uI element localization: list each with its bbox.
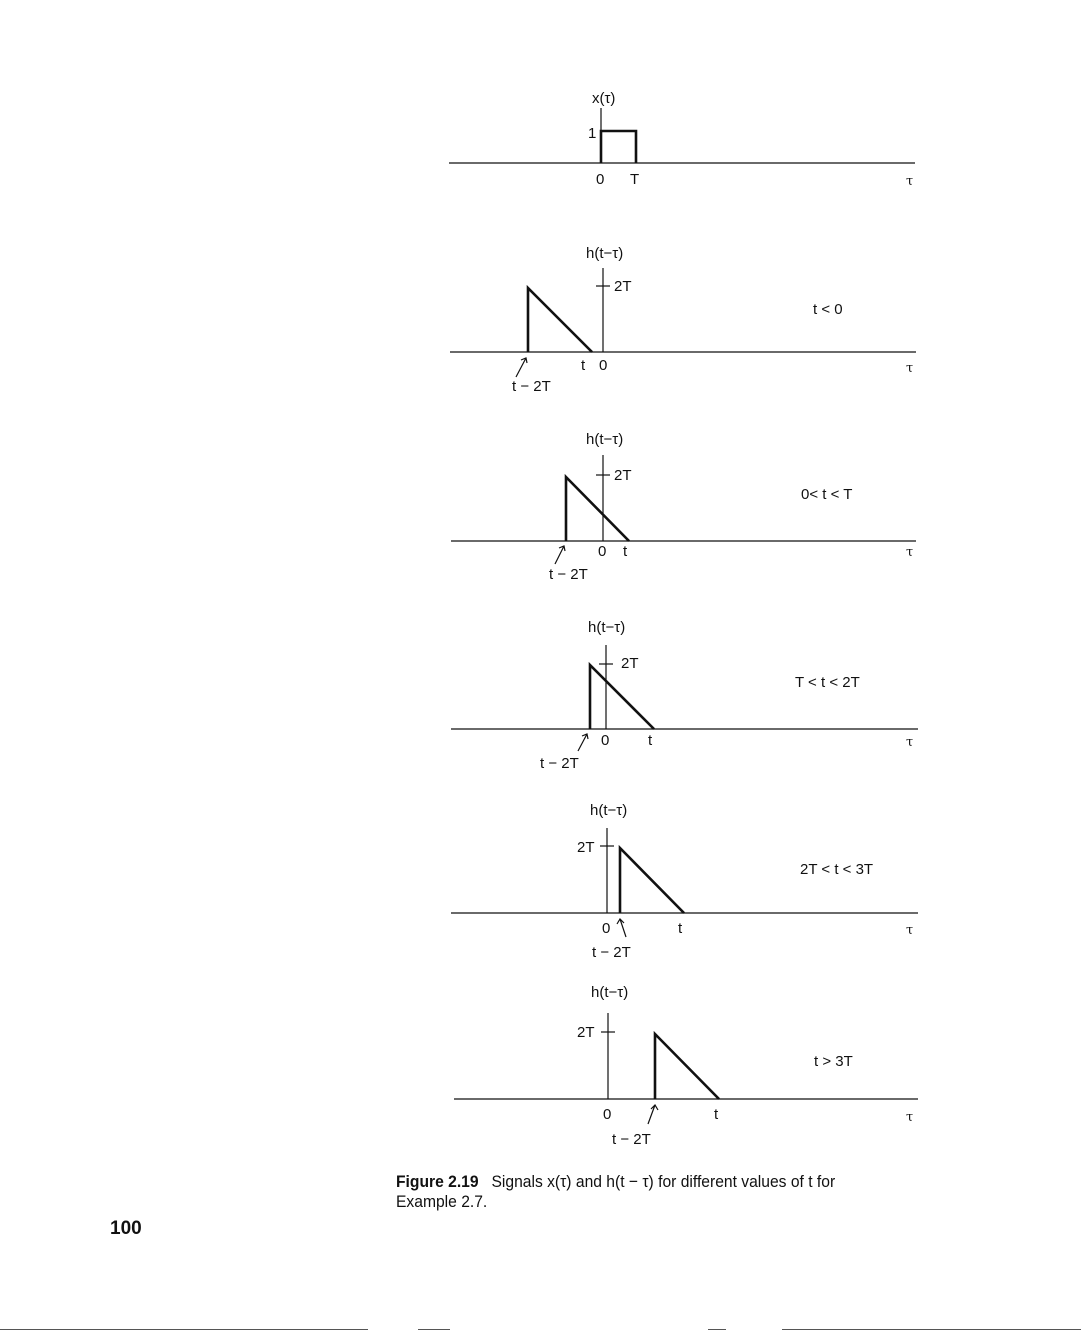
zero-label: 0 (601, 732, 609, 749)
panel-x-tau: x(τ) 1 0 T τ (449, 90, 915, 189)
t-label: t (648, 732, 653, 749)
ylabel: h(t−τ) (586, 431, 623, 448)
triangle-signal (653, 1030, 720, 1100)
triangle-signal (564, 473, 630, 542)
panel-2T-lt-t-lt-3T: h(t−τ) 2T 0 t t − 2T 2T < t < 3T τ (451, 802, 918, 961)
condition-label: T < t < 2T (795, 674, 860, 691)
zero-label: 0 (599, 357, 607, 374)
scan-edge-line (782, 1329, 1081, 1330)
t-label: t (581, 357, 586, 374)
tau-label: τ (906, 361, 913, 376)
arrow (554, 545, 566, 565)
ylabel: h(t−τ) (591, 984, 628, 1001)
2T-label: 2T (614, 467, 632, 484)
ylabel: h(t−τ) (586, 245, 623, 262)
t-minus-2T-label: t − 2T (549, 566, 588, 583)
2T-label: 2T (621, 655, 639, 672)
tau-label: τ (906, 545, 913, 560)
triangle-signal (588, 661, 655, 730)
t-minus-2T-label: t − 2T (512, 378, 551, 395)
tau-label: τ (906, 174, 913, 189)
ylabel: h(t−τ) (588, 619, 625, 636)
panel-0-lt-t-lt-T: h(t−τ) 2T 0 t t − 2T 0< t < T τ (451, 431, 916, 583)
scan-edge-line (708, 1329, 726, 1330)
2T-label: 2T (614, 278, 632, 295)
arrow (577, 733, 589, 752)
tau-label: τ (906, 923, 913, 938)
2T-label: 2T (577, 1024, 595, 1041)
tau-label: τ (906, 1110, 913, 1125)
figure-label: Figure 2.19 (396, 1172, 479, 1191)
arrow (515, 357, 528, 378)
t-minus-2T-label: t − 2T (540, 755, 579, 772)
condition-label: t > 3T (814, 1053, 853, 1070)
condition-label: t < 0 (813, 301, 843, 318)
caption-text: Signals x(τ) and h(t − τ) for different … (396, 1172, 836, 1211)
figure-caption: Figure 2.19 Signals x(τ) and h(t − τ) for… (396, 1172, 874, 1212)
zero-label: 0 (596, 171, 604, 188)
t-label: t (714, 1106, 719, 1123)
ylabel: x(τ) (592, 90, 615, 107)
one-label: 1 (588, 125, 596, 142)
scan-edge-line (418, 1329, 450, 1330)
panel-t-lt-0: h(t−τ) 2T t 0 t − 2T t < 0 τ (450, 245, 916, 395)
condition-label: 0< t < T (801, 486, 852, 503)
condition-label: 2T < t < 3T (800, 861, 873, 878)
zero-label: 0 (603, 1106, 611, 1123)
page-number: 100 (110, 1218, 142, 1239)
panel-t-gt-3T: h(t−τ) 2T 0 t t − 2T t > 3T τ (454, 984, 918, 1148)
t-minus-2T-label: t − 2T (592, 944, 631, 961)
scan-edge-line (0, 1329, 368, 1330)
arrow (616, 918, 627, 938)
t-minus-2T-label: t − 2T (612, 1131, 651, 1148)
T-label: T (630, 171, 639, 188)
zero-label: 0 (602, 920, 610, 937)
triangle-signal (618, 844, 685, 914)
tau-label: τ (906, 735, 913, 750)
ylabel: h(t−τ) (590, 802, 627, 819)
panel-T-lt-t-lt-2T: h(t−τ) 2T 0 t t − 2T T < t < 2T τ (451, 619, 918, 772)
zero-label: 0 (598, 543, 606, 560)
arrow (647, 1104, 659, 1125)
triangle-signal (526, 284, 593, 353)
rect-pulse (599, 129, 638, 163)
t-label: t (678, 920, 683, 937)
2T-label: 2T (577, 839, 595, 856)
t-label: t (623, 543, 628, 560)
